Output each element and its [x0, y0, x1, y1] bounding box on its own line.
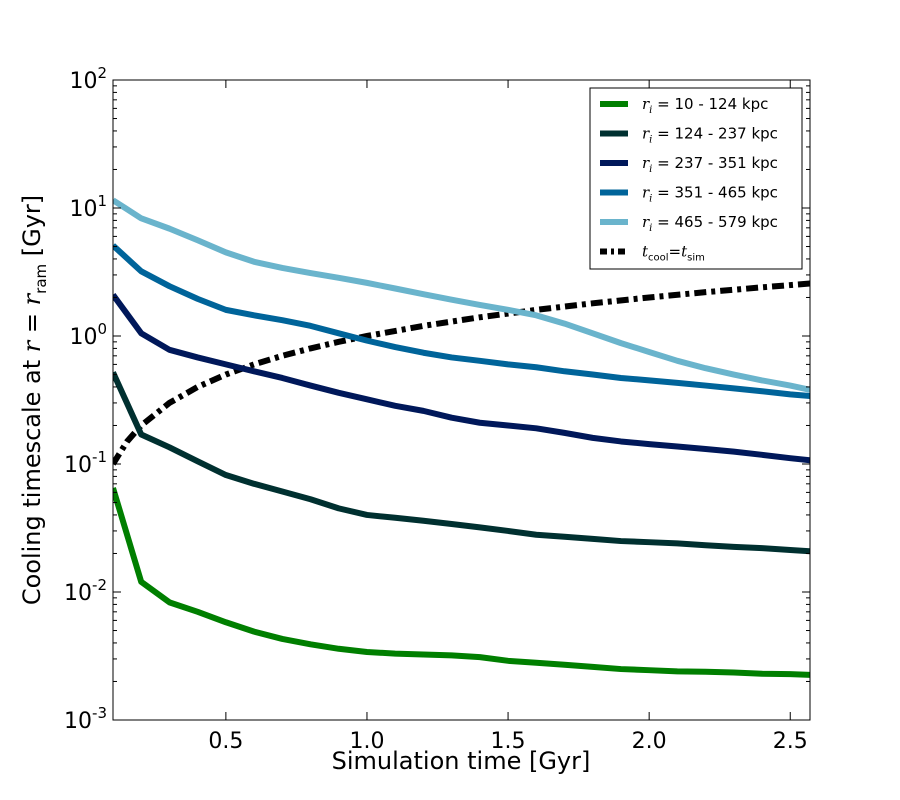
y-tick-label: 100 — [69, 320, 107, 350]
series-line-3 — [113, 292, 810, 464]
y-tick-label: 10-2 — [64, 576, 107, 606]
y-tick-exponent: -1 — [92, 448, 107, 466]
legend-text: = 10 - 124 kpc — [652, 95, 768, 113]
x-axis-title: Simulation time [Gyr] — [332, 747, 591, 775]
y-tick-label: 102 — [69, 64, 107, 94]
y-tick-label: 10-1 — [64, 448, 107, 478]
legend-sub: i — [649, 223, 652, 234]
legend-sub: i — [649, 135, 652, 146]
y-tick-exponent: 0 — [97, 320, 107, 338]
y-tick-label: 10-3 — [64, 704, 107, 734]
legend-var: t — [681, 243, 688, 261]
x-tick-label: 2.0 — [632, 729, 667, 754]
legend-label-3: ri = 237 - 351 kpc — [642, 154, 778, 175]
legend-sub: sim — [687, 253, 705, 264]
y-tick-label: 101 — [69, 192, 107, 222]
legend-frame — [589, 87, 803, 270]
x-tick-label: 1.0 — [349, 729, 384, 754]
y-tick-exponent: -3 — [92, 704, 107, 722]
y-tick-base: 10 — [64, 709, 92, 734]
y-axis-title-prefix: Cooling timescale at — [18, 352, 46, 605]
axis-ticks — [113, 79, 810, 721]
y-tick-base: 10 — [64, 581, 92, 606]
y-tick-exponent: 1 — [97, 192, 107, 210]
legend-var: r — [642, 184, 650, 202]
legend-var: r — [642, 213, 650, 231]
y-axis-title-var: r — [18, 339, 46, 352]
legend-sub: i — [649, 105, 652, 116]
y-tick-base: 10 — [64, 453, 92, 478]
y-tick-exponent: -2 — [92, 576, 107, 594]
legend-label-tcool-tsim: tcool=tsim — [642, 243, 705, 264]
legend-text: = 237 - 351 kpc — [652, 154, 778, 172]
legend-label-5: ri = 465 - 579 kpc — [642, 213, 778, 234]
legend-label-2: ri = 124 - 237 kpc — [642, 125, 778, 146]
x-tick-label: 2.5 — [773, 729, 808, 754]
legend-var: r — [642, 95, 650, 113]
y-axis-title-var2: r — [18, 292, 46, 305]
y-axis-title-eq: = — [18, 305, 46, 340]
series-line-2 — [113, 371, 810, 555]
y-tick-base: 10 — [69, 197, 97, 222]
y-axis-title-suffix: [Gyr] — [18, 195, 46, 264]
y-axis-title: Cooling timescale at r = rram [Gyr] — [18, 195, 50, 605]
legend-var: r — [642, 125, 650, 143]
x-tick-label: 1.5 — [491, 729, 526, 754]
legend-text: = 351 - 465 kpc — [652, 184, 778, 202]
y-tick-exponent: 2 — [97, 64, 107, 82]
legend-label-4: ri = 351 - 465 kpc — [642, 184, 778, 205]
y-tick-base: 10 — [69, 69, 97, 94]
legend-eq: = — [669, 243, 682, 261]
x-tick-label: 0.5 — [208, 729, 243, 754]
series-line-tcool-tsim — [113, 280, 810, 466]
series-lines — [113, 197, 810, 678]
series-line-5 — [113, 197, 810, 393]
legend-text: = 124 - 237 kpc — [652, 125, 778, 143]
legend-sub: i — [649, 194, 652, 205]
legend-sub: i — [649, 164, 652, 175]
legend-sub: cool — [648, 253, 669, 264]
legend-var: t — [642, 243, 649, 261]
x-tick-labels: 0.5 1.0 1.5 2.0 2.5 — [208, 729, 807, 754]
series-line-4 — [113, 243, 810, 399]
legend-var: r — [642, 154, 650, 172]
y-tick-base: 10 — [69, 325, 97, 350]
y-axis-title-sub: ram — [32, 264, 50, 294]
series-line-1 — [113, 487, 810, 678]
legend-text: = 465 - 579 kpc — [652, 213, 778, 231]
plot-frame — [112, 79, 811, 721]
legend-label-1: ri = 10 - 124 kpc — [642, 95, 768, 116]
